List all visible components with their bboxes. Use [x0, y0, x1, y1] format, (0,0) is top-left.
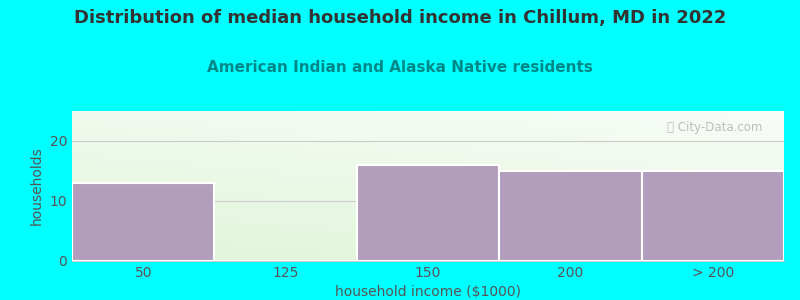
- Text: American Indian and Alaska Native residents: American Indian and Alaska Native reside…: [207, 60, 593, 75]
- Text: Distribution of median household income in Chillum, MD in 2022: Distribution of median household income …: [74, 9, 726, 27]
- Bar: [357, 165, 499, 261]
- Text: ⓘ City-Data.com: ⓘ City-Data.com: [667, 122, 762, 134]
- Bar: [642, 171, 784, 261]
- X-axis label: household income ($1000): household income ($1000): [335, 285, 521, 299]
- Bar: [72, 183, 214, 261]
- Bar: [499, 171, 642, 261]
- Y-axis label: households: households: [30, 147, 44, 225]
